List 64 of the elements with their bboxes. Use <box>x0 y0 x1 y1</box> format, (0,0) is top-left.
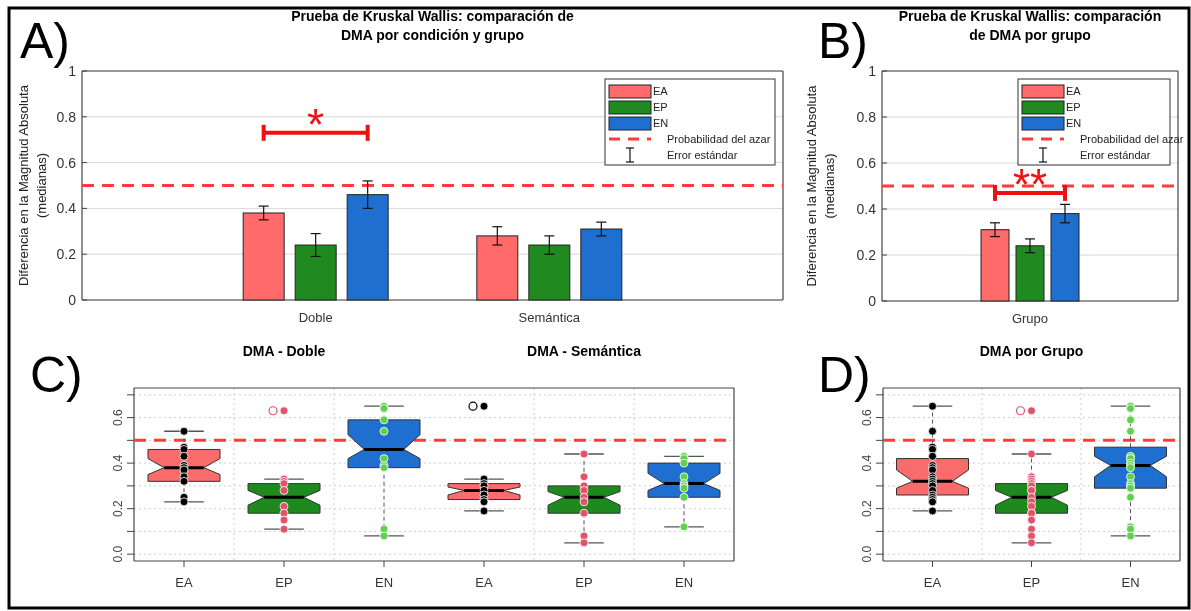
bar <box>346 194 389 301</box>
annotation: * <box>307 99 325 149</box>
bar <box>980 229 1010 302</box>
y-tick-label: 0.6 <box>856 155 877 171</box>
chart-title: Prueba de Kruskal Wallis: comparación de DMA por condición y grupo <box>291 8 575 43</box>
x-tick-label: EA <box>475 575 493 590</box>
x-tick-label: Grupo <box>1011 311 1049 326</box>
x-tick-label: EN <box>1121 575 1140 590</box>
y-axis-title: Diferencia en la Magnitud Absoluta (medianas) <box>804 84 837 287</box>
x-tick-label: EP <box>575 575 593 590</box>
text: C) <box>30 347 83 403</box>
legend-label: EP <box>1066 101 1081 113</box>
legend-label: EN <box>1066 117 1082 129</box>
y-tick-label: 0.2 <box>111 499 125 517</box>
chart-title: DMA por Grupo <box>979 343 1084 359</box>
chart-title: DMA - Semántica <box>527 343 642 359</box>
legend-label: Probabilidad del azar <box>667 133 771 145</box>
y-tick-label: 0.0 <box>111 545 125 563</box>
x-tick-label: Semántica <box>518 310 581 325</box>
legend-label: Probabilidad del azar <box>1080 133 1184 145</box>
annotation: ** <box>1012 159 1048 209</box>
y-tick-label: 0 <box>868 293 877 309</box>
bar <box>476 235 519 301</box>
y-axis-title: Diferencia en la Magnitud Absoluta (medianas) <box>16 84 49 286</box>
x-tick-label: EP <box>275 575 293 590</box>
y-tick-label: 0.6 <box>56 154 77 171</box>
bar <box>1015 245 1045 302</box>
y-tick-label: 0.4 <box>111 454 125 472</box>
y-tick-label: 0.4 <box>56 200 77 217</box>
x-tick-label: EN <box>374 575 394 590</box>
chart-title: DMA - Doble <box>242 343 326 359</box>
y-tick-label: 0.8 <box>56 108 77 125</box>
x-tick-label: EP <box>1022 575 1041 590</box>
y-tick-label: 0.4 <box>856 201 877 217</box>
y-tick-label: 0 <box>68 292 77 308</box>
bar <box>528 244 571 301</box>
bar <box>1050 213 1080 302</box>
y-tick-label: 1 <box>68 63 77 79</box>
chart-title: Prueba de Kruskal Wallis: comparación de DMA por grupo <box>898 8 1162 43</box>
y-tick-label: 0.2 <box>860 499 874 517</box>
x-tick-label: EA <box>923 575 942 590</box>
legend-label: EA <box>653 85 669 97</box>
bar <box>580 228 623 301</box>
x-tick-label: EA <box>175 575 193 590</box>
x-tick-label: EN <box>674 575 694 590</box>
bar <box>242 212 285 301</box>
annotation: Error estándar <box>667 149 738 161</box>
y-tick-label: 0.8 <box>856 109 877 125</box>
y-tick-label: 0.2 <box>856 247 877 263</box>
y-tick-label: 1 <box>868 63 877 79</box>
text: D) <box>818 347 871 403</box>
legend-label: EA <box>1066 85 1082 97</box>
y-tick-label: 0.6 <box>860 408 874 426</box>
text: A) <box>20 13 70 69</box>
legend-label: EN <box>653 117 669 129</box>
y-tick-label: 0.2 <box>56 246 77 263</box>
annotation: Error estándar <box>1080 149 1151 161</box>
legend-label: EP <box>653 101 668 113</box>
x-tick-label: Doble <box>298 310 333 325</box>
y-tick-label: 0.0 <box>860 545 874 563</box>
text: B) <box>818 13 868 69</box>
y-tick-label: 0.4 <box>860 454 874 472</box>
bar <box>294 244 337 301</box>
y-tick-label: 0.6 <box>111 408 125 426</box>
